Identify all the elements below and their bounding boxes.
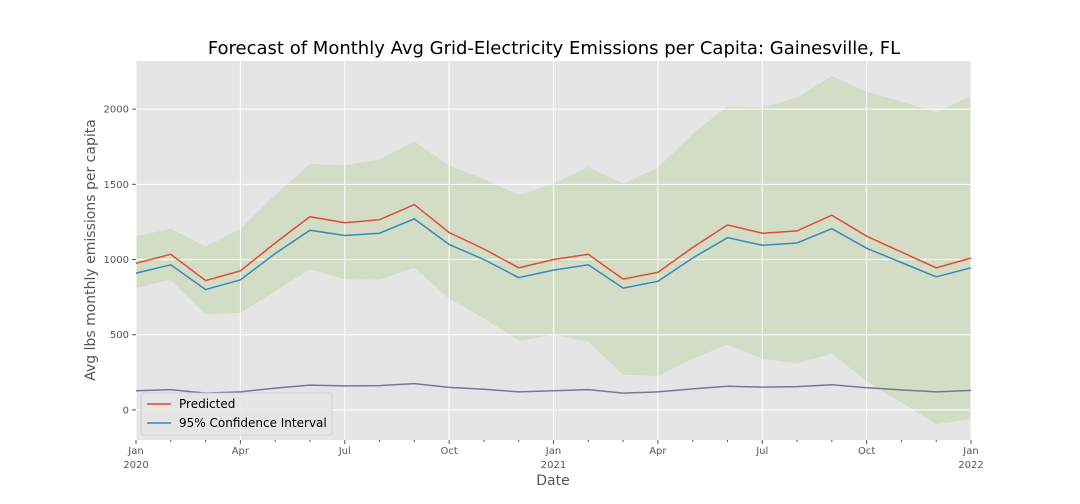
series-line-0 [135,203,972,282]
series-line-2 [135,382,972,394]
y-tick-label: 1500 [104,180,129,191]
x-tick-year-label: 2020 [123,460,148,471]
x-tick-label: Apr [649,446,667,457]
legend: Predicted 95% Confidence Interval [140,392,333,436]
y-tick-label: 500 [110,330,129,341]
y-tick-label: 0 [123,405,129,416]
x-tick-year-label: 2022 [958,460,983,471]
x-tick-label: Jan [127,446,143,457]
x-tick-year-label: 2021 [541,460,566,471]
x-tick-label: Jul [755,446,768,457]
x-tick-label: Jan [962,446,978,457]
chart-title: Forecast of Monthly Avg Grid-Electricity… [208,38,900,59]
x-axis-label: Date [536,473,569,489]
x-tick-label: Oct [858,446,875,457]
legend-label-predicted: Predicted [179,397,235,411]
y-axis-label: Avg lbs monthly emissions per capita [83,119,99,381]
x-tick-label: Jul [338,446,351,457]
legend-label-confidence: 95% Confidence Interval [179,416,327,430]
y-tick-label: 2000 [104,105,129,116]
x-tick-label: Jan [545,446,561,457]
y-tick-label: 1000 [104,255,129,266]
series-line-1 [135,218,972,291]
x-tick-label: Apr [232,446,250,457]
x-tick-label: Oct [440,446,457,457]
legend-box [140,392,333,436]
